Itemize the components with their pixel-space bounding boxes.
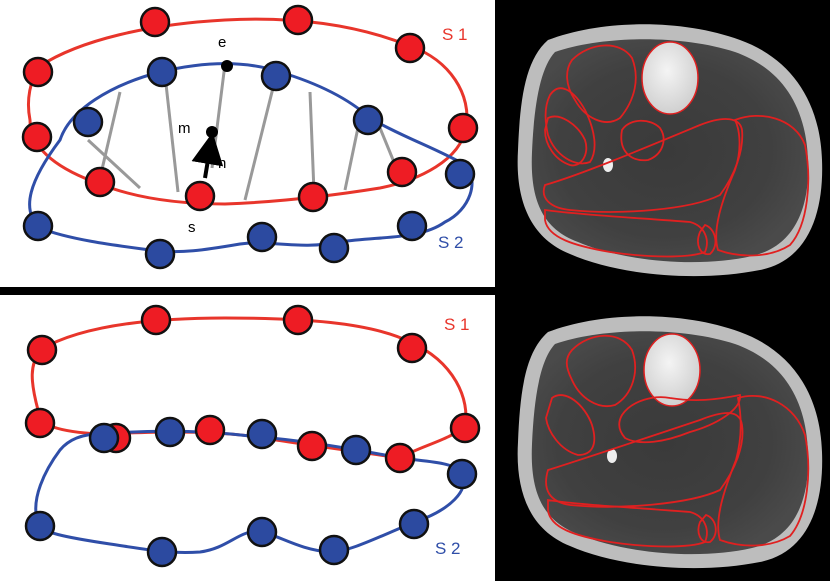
- label-s: s: [188, 219, 196, 236]
- node: [297, 181, 329, 213]
- top-left-panel: e m n s S 1 S 2: [21, 4, 479, 270]
- node: [139, 6, 171, 38]
- node: [246, 418, 278, 450]
- node: [24, 510, 56, 542]
- bottom-surface1-nodes: [24, 304, 481, 474]
- point-e: [221, 60, 233, 72]
- node: [246, 221, 278, 253]
- mri-tissue: [531, 331, 809, 555]
- node: [296, 430, 328, 462]
- tibia: [641, 41, 699, 115]
- bottom-label-s1: S 1: [444, 315, 470, 334]
- node: [396, 332, 428, 364]
- top-label-s1: S 1: [442, 25, 468, 44]
- node: [22, 210, 54, 242]
- node: [449, 412, 481, 444]
- node: [260, 60, 292, 92]
- node: [386, 156, 418, 188]
- fibula: [603, 158, 613, 172]
- muscle-contours-bottom: [545, 334, 810, 548]
- bottom-label-s2: S 2: [435, 539, 461, 558]
- node: [384, 442, 416, 474]
- top-surface1-nodes: [21, 4, 479, 213]
- label-e: e: [218, 34, 226, 51]
- bottom-left-panel: S 1 S 2: [24, 304, 481, 568]
- mri-panels: [495, 0, 830, 581]
- node: [144, 238, 176, 270]
- node: [184, 180, 216, 212]
- bottom-surface2-nodes: [24, 416, 478, 568]
- mri-bottom: [517, 316, 823, 569]
- mri-tissue: [531, 39, 809, 263]
- point-m: [206, 126, 218, 138]
- node: [318, 232, 350, 264]
- node: [140, 304, 172, 336]
- node: [72, 106, 104, 138]
- normal-arrow: [191, 132, 224, 179]
- label-n: n: [218, 155, 226, 172]
- correspondence-lines: [86, 63, 400, 201]
- node: [84, 166, 116, 198]
- node: [24, 407, 56, 439]
- top-label-s2: S 2: [438, 233, 464, 252]
- fibula: [607, 449, 617, 463]
- node: [318, 534, 350, 566]
- node: [282, 304, 314, 336]
- node: [246, 516, 278, 548]
- panel-divider: [0, 287, 495, 295]
- node: [352, 104, 384, 136]
- node: [447, 112, 479, 144]
- muscle-contours-top: [542, 44, 810, 258]
- mri-top: [517, 24, 823, 277]
- node: [22, 56, 54, 88]
- node: [394, 32, 426, 64]
- node: [340, 434, 372, 466]
- node: [446, 458, 478, 490]
- node: [398, 508, 430, 540]
- tibia: [643, 333, 701, 407]
- label-m: m: [178, 120, 191, 137]
- node: [21, 121, 53, 153]
- node: [194, 414, 226, 446]
- node: [444, 158, 476, 190]
- node: [282, 4, 314, 36]
- node: [26, 334, 58, 366]
- node: [88, 422, 120, 454]
- node: [396, 210, 428, 242]
- top-surface2-nodes: [22, 56, 476, 270]
- node: [146, 56, 178, 88]
- node: [146, 536, 178, 568]
- node: [154, 416, 186, 448]
